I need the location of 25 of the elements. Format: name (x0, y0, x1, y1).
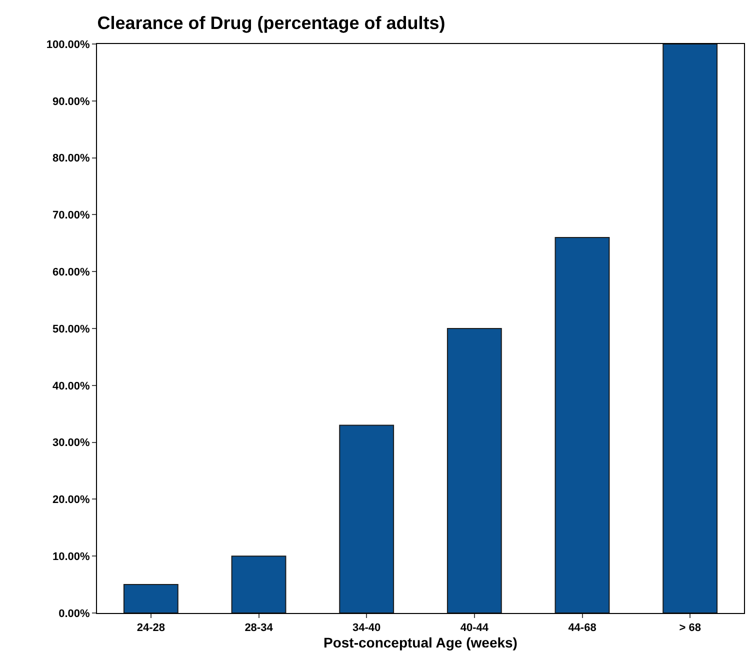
chart-title: Clearance of Drug (percentage of adults) (97, 13, 446, 34)
x-axis-title: Post-conceptual Age (weeks) (324, 634, 518, 650)
y-tick-label: 70.00% (52, 210, 90, 222)
y-tick-label: 20.00% (52, 494, 90, 506)
y-tick-label: 0.00% (58, 608, 90, 620)
y-tick-label: 30.00% (52, 437, 90, 450)
y-tick-label: 50.00% (52, 323, 90, 336)
x-tick-label: 34-40 (352, 622, 381, 634)
bar (339, 424, 394, 613)
y-tick-label: 40.00% (52, 380, 90, 392)
x-tick-label: 44-68 (568, 622, 596, 634)
bar (231, 556, 286, 613)
y-tick-label: 10.00% (52, 550, 90, 563)
y-tick-label: 80.00% (52, 152, 90, 165)
x-tick-label: > 68 (679, 622, 701, 634)
y-tick-label: 60.00% (52, 266, 90, 278)
y-tick-label: 100.00% (46, 38, 90, 51)
y-tick-label: 90.00% (52, 96, 90, 108)
bar (554, 236, 610, 613)
bar (123, 584, 178, 613)
x-tick-label: 24-28 (136, 622, 165, 634)
bar (446, 328, 502, 613)
bar (662, 44, 718, 613)
x-tick-label: 28-34 (244, 622, 274, 634)
x-tick-label: 40-44 (460, 622, 490, 634)
